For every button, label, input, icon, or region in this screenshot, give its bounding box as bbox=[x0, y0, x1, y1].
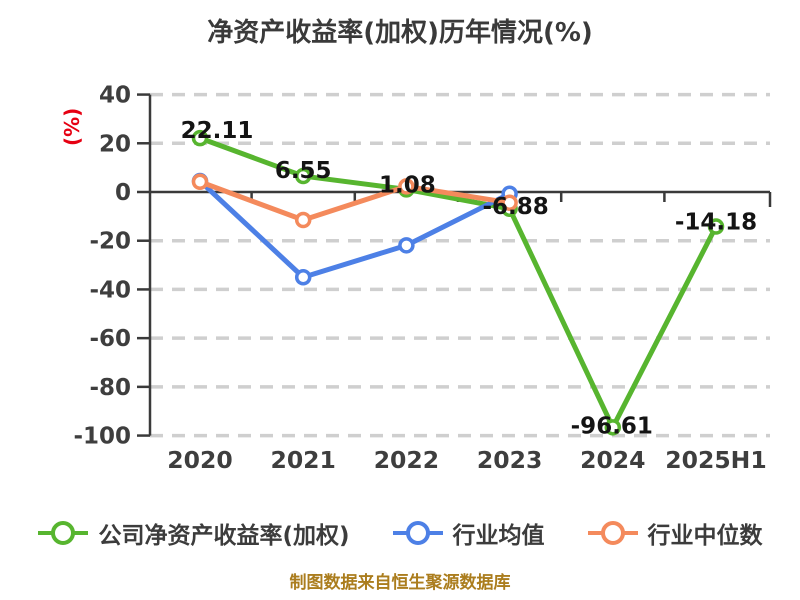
data-point-1-2022[interactable] bbox=[398, 237, 415, 254]
y-tick-label--80: -80 bbox=[89, 375, 131, 401]
data-point-2-2020[interactable] bbox=[191, 173, 209, 191]
data-point-2-2021[interactable] bbox=[294, 211, 312, 229]
series-line-0 bbox=[197, 135, 719, 430]
legend-marker-green-icon bbox=[38, 521, 89, 545]
y-tick-label-0: 0 bbox=[115, 180, 131, 206]
series-line-1 bbox=[197, 178, 513, 280]
data-label-2021: 6.55 bbox=[275, 158, 332, 184]
legend-item-industry-average[interactable]: 行业均值 bbox=[392, 516, 545, 550]
y-tick-label--40: -40 bbox=[89, 277, 131, 303]
x-tick-label-2021: 2021 bbox=[270, 446, 335, 474]
y-tick-label--60: -60 bbox=[89, 326, 131, 352]
data-label-2025H1: -14.18 bbox=[675, 210, 757, 236]
legend-item-company-roe[interactable]: 公司净资产收益率(加权) bbox=[37, 516, 350, 550]
data-label-2022: 1.08 bbox=[379, 172, 436, 198]
x-tick-label-2025H1: 2025H1 bbox=[665, 446, 766, 474]
x-tick-label-2020: 2020 bbox=[167, 446, 232, 474]
data-point-2-2023[interactable] bbox=[501, 194, 518, 211]
chart-legend: 公司净资产收益率(加权) 行业均值 行业中位数 bbox=[0, 516, 800, 550]
y-tick-label-20: 20 bbox=[99, 131, 131, 157]
data-point-1-2021[interactable] bbox=[294, 268, 312, 286]
legend-marker-blue-icon bbox=[392, 521, 443, 545]
data-point-0-2025H1[interactable] bbox=[707, 218, 725, 235]
data-label-2023: -6.88 bbox=[482, 194, 548, 220]
data-label-2024: -96.61 bbox=[571, 413, 653, 439]
y-tick-label--100: -100 bbox=[73, 424, 131, 450]
y-tick-label-40: 40 bbox=[99, 83, 131, 109]
data-point-0-2020[interactable] bbox=[191, 129, 209, 147]
chart-title: 净资产收益率(加权)历年情况(%) bbox=[207, 18, 593, 48]
data-point-0-2024[interactable] bbox=[604, 419, 622, 436]
legend-label-company-roe: 公司净资产收益率(加权) bbox=[98, 523, 350, 549]
x-tick-label-2022: 2022 bbox=[374, 446, 439, 474]
legend-item-industry-median[interactable]: 行业中位数 bbox=[587, 516, 763, 550]
legend-marker-orange-icon bbox=[587, 521, 638, 545]
x-tick-label-2023: 2023 bbox=[477, 446, 542, 474]
data-source-note: 制图数据来自恒生聚源数据库 bbox=[289, 573, 511, 593]
data-label-2020: 22.11 bbox=[181, 118, 254, 144]
legend-label-industry-average: 行业均值 bbox=[452, 523, 545, 549]
series-line-2 bbox=[197, 179, 513, 223]
data-point-2-2022[interactable] bbox=[398, 178, 415, 195]
legend-label-industry-median: 行业中位数 bbox=[647, 523, 763, 549]
x-tick-label-2024: 2024 bbox=[580, 446, 645, 474]
data-point-0-2021[interactable] bbox=[294, 167, 312, 185]
y-tick-label--20: -20 bbox=[89, 229, 131, 255]
